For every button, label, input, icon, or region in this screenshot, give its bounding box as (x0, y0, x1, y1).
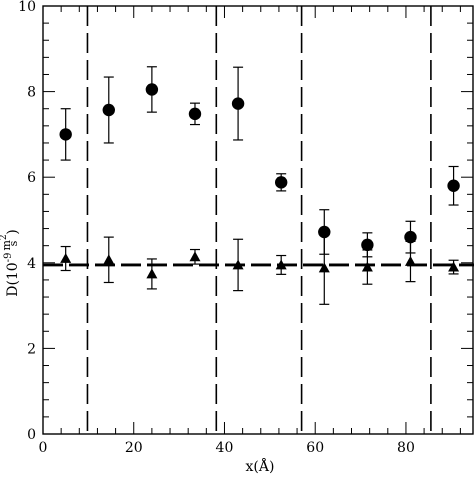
point-circle-0 (59, 128, 72, 141)
x-tick-label-80: 80 (397, 440, 415, 456)
axes-group (42, 5, 474, 435)
svg-text:D(10-9m2s): D(10-9 m2s) (0, 229, 21, 297)
y-tick-label-0: 0 (27, 427, 36, 443)
y-label-denominator: s (7, 240, 20, 246)
point-triangle-1 (103, 254, 115, 265)
y-label-exponent: -9 (3, 253, 14, 263)
y-label-prefix: D(10 (5, 262, 21, 297)
point-triangle-0 (60, 253, 72, 263)
point-triangle-2 (146, 268, 158, 279)
point-circle-1 (102, 103, 115, 117)
series-group (59, 66, 460, 305)
point-triangle-9 (448, 261, 460, 272)
y-tick-label-8: 8 (27, 85, 36, 101)
point-circle-2 (145, 83, 159, 96)
point-circle-9 (447, 179, 460, 192)
point-triangle-6 (318, 262, 330, 273)
point-circle-5 (274, 176, 288, 189)
y-label-suffix: ) (5, 229, 21, 234)
point-triangle-5 (275, 259, 287, 270)
vertical-dividers (86, 6, 432, 434)
y-tick-label-10: 10 (18, 0, 36, 15)
x-tick-label-20: 20 (125, 440, 143, 456)
point-circle-8 (404, 230, 417, 244)
point-circle-4 (231, 97, 245, 110)
y-label-numerator-exponent: 2 (0, 234, 9, 240)
point-triangle-4 (232, 259, 244, 270)
x-tick-label-0: 0 (39, 440, 48, 456)
point-circle-3 (188, 107, 202, 121)
y-tick-label-6: 6 (27, 170, 36, 186)
y-label-numerator: m (0, 240, 13, 251)
x-tick-label-40: 40 (216, 440, 234, 456)
x-tick-label-60: 60 (306, 440, 324, 456)
y-tick-label-4: 4 (27, 256, 36, 272)
x-axis-label: x(Å) (246, 457, 275, 475)
tick-labels: 0 20 40 60 80 0 2 4 6 8 10 (18, 0, 415, 456)
point-triangle-3 (189, 251, 201, 262)
y-axis-label: D(10-9 m2s) (0, 229, 21, 297)
plot-frame (42, 5, 474, 435)
point-triangle-8 (404, 256, 416, 266)
point-triangle-7 (361, 261, 373, 272)
point-circle-7 (361, 238, 374, 252)
y-tick-label-2: 2 (27, 341, 36, 357)
